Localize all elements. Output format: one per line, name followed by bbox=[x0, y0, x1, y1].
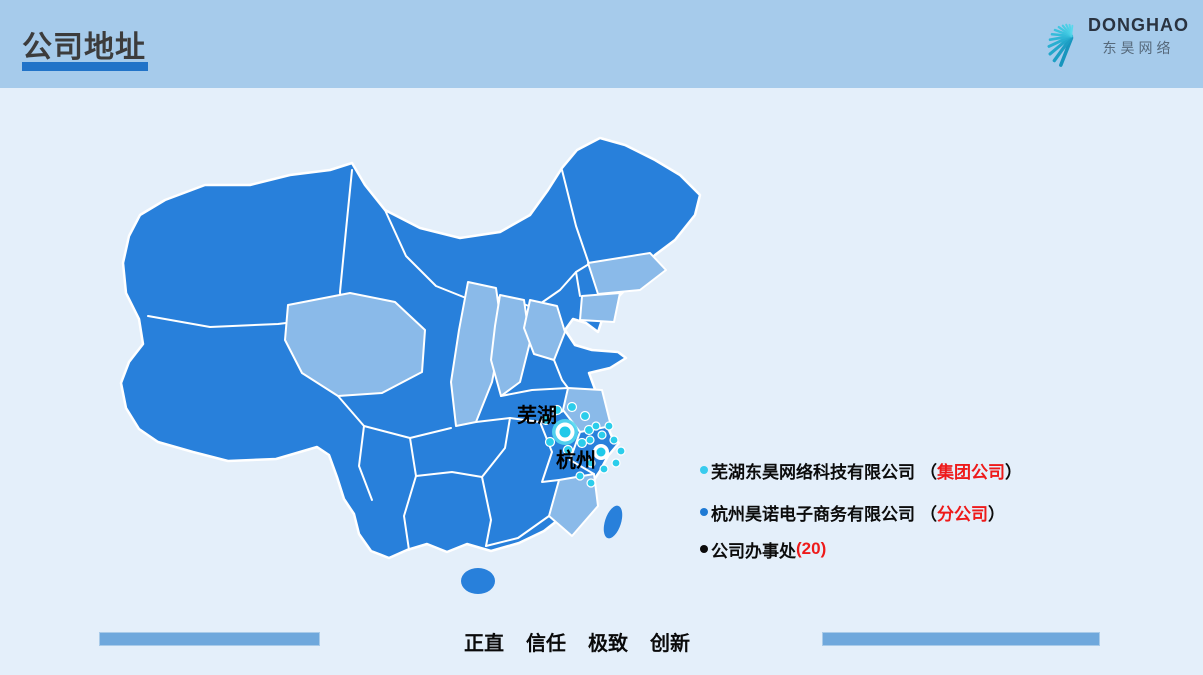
legend-office-count: (20) bbox=[796, 539, 827, 558]
legend-paren-close: ） bbox=[988, 504, 1005, 524]
legend-paren-open: （ bbox=[920, 504, 937, 524]
value-word: 信任 bbox=[526, 633, 566, 655]
logo-name: DONGHAO bbox=[1088, 14, 1189, 35]
company-values: 正直 信任 极致 创新 bbox=[464, 627, 690, 656]
value-word: 极致 bbox=[588, 633, 628, 655]
legend-item-group-company: 芜湖东昊网络科技有限公司 （ 集团公司 ） bbox=[700, 457, 1022, 483]
province-borders bbox=[147, 169, 595, 551]
legend-paren-close: ） bbox=[1005, 462, 1022, 482]
blue-dot-icon bbox=[700, 508, 708, 516]
hangzhou-branch-marker bbox=[593, 444, 609, 460]
logo-fan-icon bbox=[1047, 23, 1074, 67]
value-word: 正直 bbox=[464, 633, 504, 655]
black-dot-icon bbox=[700, 545, 708, 553]
legend-company-type: 分公司 bbox=[937, 504, 988, 524]
title-underline bbox=[22, 62, 148, 71]
hangzhou-label: 杭州 bbox=[556, 448, 596, 472]
wuhu-label: 芜湖 bbox=[517, 403, 557, 427]
page-title: 公司地址 bbox=[22, 31, 146, 64]
legend-paren-open: （ bbox=[920, 462, 937, 482]
legend-company-name: 杭州昊诺电子商务有限公司 bbox=[711, 504, 915, 524]
legend-company-type: 集团公司 bbox=[937, 462, 1005, 482]
office-dots bbox=[540, 401, 626, 488]
legend-item-offices: 公司办事处 (20) bbox=[700, 536, 1022, 562]
header-bar: 公司地址 DONGH bbox=[0, 0, 1203, 88]
china-map: 芜湖 杭州 bbox=[119, 136, 702, 594]
legend-item-branch-company: 杭州昊诺电子商务有限公司 （ 分公司 ） bbox=[700, 499, 1022, 525]
footer-right-bar bbox=[822, 632, 1100, 646]
cyan-dot-icon bbox=[700, 466, 708, 474]
islands bbox=[461, 505, 623, 594]
hainan-island bbox=[461, 568, 495, 594]
company-logo: DONGHAO 东昊网络 bbox=[1026, 5, 1189, 67]
wuhu-hq-marker bbox=[552, 419, 578, 445]
legend-company-name: 芜湖东昊网络科技有限公司 bbox=[711, 462, 915, 482]
value-word: 创新 bbox=[650, 633, 690, 655]
footer-left-bar bbox=[99, 632, 320, 646]
logo-text-block: DONGHAO 东昊网络 bbox=[1088, 15, 1189, 58]
logo-subtitle: 东昊网络 bbox=[1102, 39, 1175, 56]
taiwan-island bbox=[603, 505, 623, 539]
light-provinces bbox=[284, 252, 667, 537]
legend-company-name: 公司办事处 bbox=[711, 541, 796, 561]
map-legend: 芜湖东昊网络科技有限公司 （ 集团公司 ） 杭州昊诺电子商务有限公司 （ 分公司… bbox=[700, 457, 1022, 562]
